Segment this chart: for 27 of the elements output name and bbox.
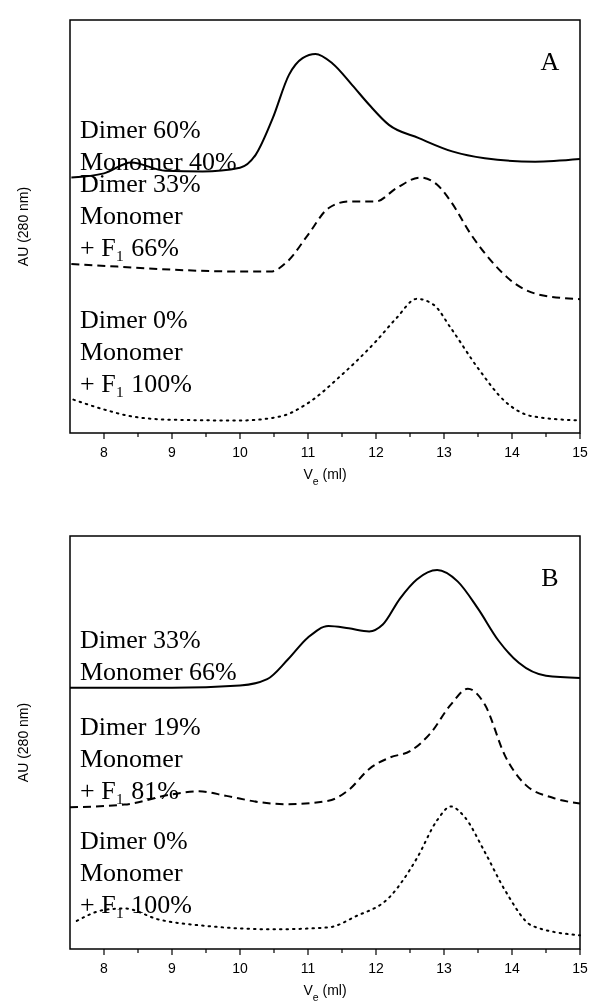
x-tick-label: 11: [300, 960, 316, 976]
x-tick-label: 10: [232, 444, 248, 460]
x-tick-label: 8: [100, 444, 109, 460]
x-tick-label: 8: [100, 960, 109, 976]
series-label: Dimer 19% Monomer + F₁ 81%: [80, 712, 201, 806]
x-tick-label: 14: [504, 960, 520, 976]
x-tick-label: 14: [504, 444, 520, 460]
y-axis-title: AU (280 nm): [15, 186, 31, 267]
series-label: Dimer 33% Monomer 66%: [80, 624, 237, 686]
series-label: Dimer 0% Monomer + F₁ 100%: [80, 304, 192, 398]
x-tick-label: 11: [300, 444, 316, 460]
x-tick-label: 15: [572, 444, 588, 460]
x-tick-label: 9: [168, 960, 177, 976]
chart-title: A: [540, 47, 560, 76]
chart-title: B: [541, 563, 559, 592]
x-tick-label: 12: [368, 960, 384, 976]
y-axis-title: AU (280 nm): [15, 702, 31, 783]
x-tick-label: 15: [572, 960, 588, 976]
x-tick-label: 12: [368, 444, 384, 460]
x-tick-label: 13: [436, 960, 452, 976]
x-axis-title: V$_{e}$ (ml): [303, 982, 347, 1003]
x-tick-label: 10: [232, 960, 248, 976]
x-tick-label: 13: [436, 444, 452, 460]
series-label: Dimer 0% Monomer + F₁ 100%: [80, 825, 192, 919]
x-axis-title: V$_{e}$ (ml): [303, 466, 347, 487]
series-label: Dimer 60% Monomer 40%: [80, 114, 237, 176]
x-tick-label: 9: [168, 444, 177, 460]
